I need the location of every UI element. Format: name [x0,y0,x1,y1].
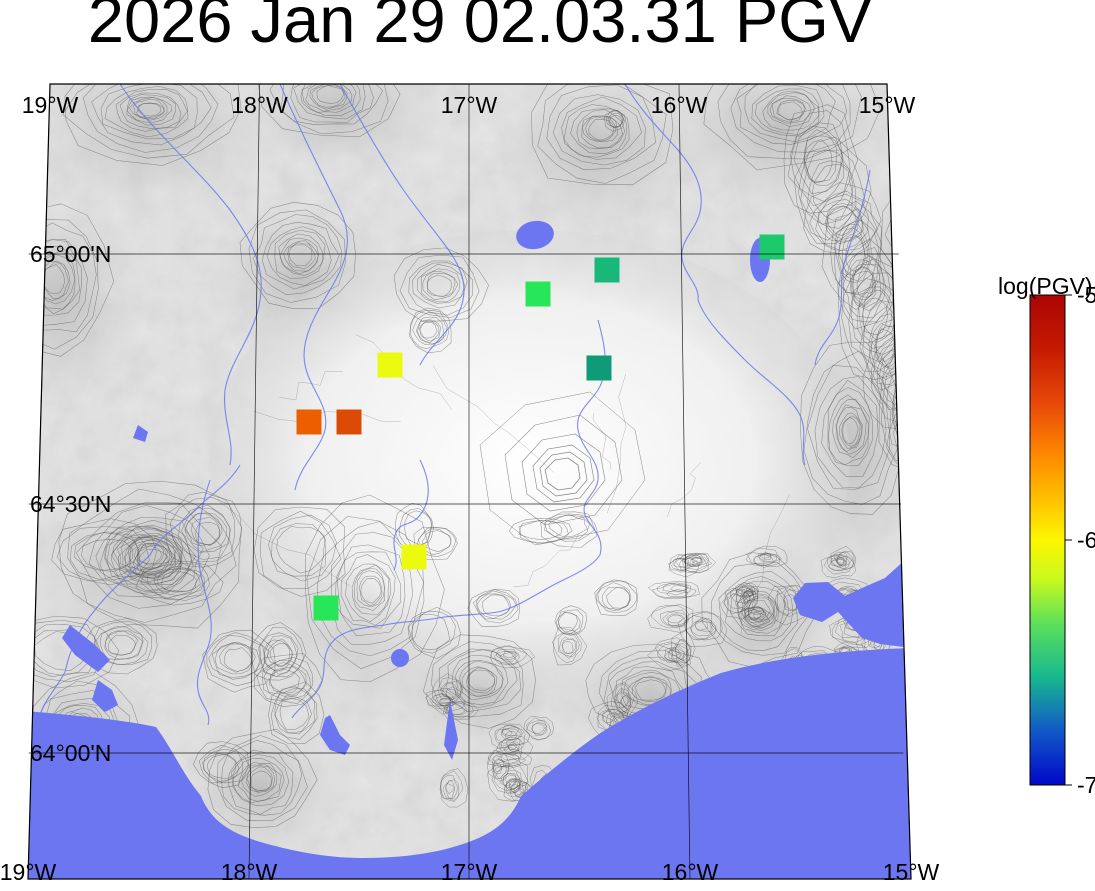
svg-text:17°W: 17°W [441,92,498,118]
svg-text:17°W: 17°W [441,859,498,885]
svg-text:-7: -7 [1077,772,1095,798]
svg-text:64°30'N: 64°30'N [30,491,111,517]
svg-text:19°W: 19°W [22,92,79,118]
svg-text:-6: -6 [1077,527,1095,553]
svg-text:64°00'N: 64°00'N [30,740,111,766]
svg-text:19°W: 19°W [0,859,57,885]
svg-text:15°W: 15°W [883,859,940,885]
svg-text:16°W: 16°W [651,92,708,118]
svg-text:16°W: 16°W [662,859,719,885]
svg-text:65°00'N: 65°00'N [30,241,111,267]
svg-text:18°W: 18°W [231,92,288,118]
svg-text:log(PGV): log(PGV) [998,273,1093,299]
svg-text:15°W: 15°W [859,92,916,118]
svg-text:18°W: 18°W [221,859,278,885]
